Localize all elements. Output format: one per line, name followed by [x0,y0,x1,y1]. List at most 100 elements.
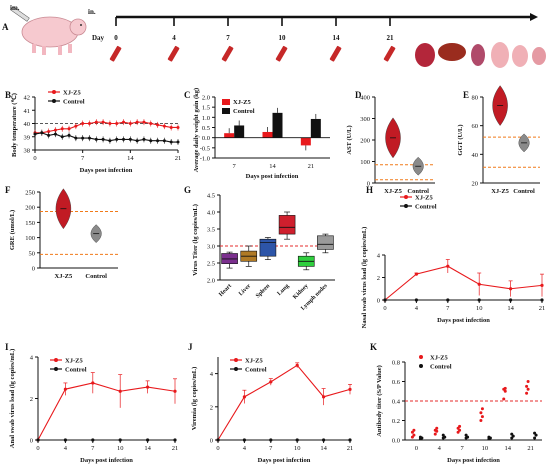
x-tick-label: Kidney [292,283,309,300]
liver-icon [438,43,466,61]
y-axis-title: GGT (U/L) [457,124,464,155]
bar-control [310,118,321,138]
panel-e-ggt: 20 40 60 80 XJ-Z5 Control GGT (U/L) [457,85,540,195]
box-lymph-nodes [317,235,334,250]
y-tick-label: -0.5 [200,145,210,152]
data-point [487,435,491,439]
x-tick-label: 14 [505,445,512,452]
data-point [169,125,173,129]
data-point [53,128,57,132]
x-tick-label: Lung [277,283,291,297]
box-lung [278,215,296,235]
data-point [40,131,44,135]
legend-marker [54,367,58,371]
data-point [216,438,220,442]
data-point [118,389,122,393]
data-point [33,132,37,136]
legend-marker [419,364,423,368]
data-point [146,385,150,389]
im-label: im. [10,4,20,12]
legend-label: XJ-Z5 [415,195,433,202]
data-point [269,438,273,442]
legend-label: Control [245,367,267,374]
pig-leg [32,44,36,53]
data-point [509,287,513,291]
data-point [176,140,180,144]
y-axis-title: GRE (umol/L) [9,210,16,250]
y-axis-title: Nasal swab virus load (lg copies/mL) [361,227,368,329]
x-axis-title: Days post infection [437,317,490,324]
panel-letter-B: B [5,90,11,100]
bar-control [272,112,283,138]
y-tick-label: 2.0 [202,95,210,102]
timeline-day-label: 21 [387,34,395,42]
data-point [414,272,418,276]
data-point [122,137,126,141]
x-tick-label: 4 [438,445,442,452]
data-point [101,120,105,124]
panel-d-ast: 0 100 200 300 400 XJ-Z5 Control AST (U/L) [346,95,435,195]
legend-marker [404,195,408,199]
data-point [295,438,299,442]
panel-b-body-temperature: 38 39 40 41 42 0 7 14 21 XJ-Z5 Control Body tempera… [10,90,181,175]
x-axis-title: Days post infection [80,167,133,174]
legend-label: XJ-Z5 [245,358,263,365]
y-tick-label: 38 [24,148,31,155]
y-tick-label: 40 [24,121,31,128]
legend-marker [419,355,423,359]
data-point [477,282,481,286]
data-point [540,298,544,302]
x-tick-label: 21 [172,445,179,452]
y-tick-label: 300 [360,116,370,123]
data-point [480,407,484,411]
y-tick-label: 0 [210,438,213,445]
y-tick-label: 0 [377,298,380,305]
x-tick-label: 14 [320,445,327,452]
x-tick-label: 0 [36,445,39,452]
data-point [156,123,160,127]
x-tick-label: Liver [238,283,252,297]
x-tick-label: 4 [415,305,419,312]
data-point [108,139,112,143]
panel-letter-C: C [184,90,191,100]
data-point [135,120,139,124]
panel-letter-E: E [463,90,469,100]
legend-label: Control [63,99,85,106]
data-point [295,363,299,367]
data-point [162,124,166,128]
data-point [60,135,64,139]
data-point [91,381,95,385]
x-tick-label: 21 [308,163,315,170]
y-tick-label: 0.0 [202,135,210,142]
y-tick-label: -1.0 [200,156,210,163]
y-axis-title: Anal swab virus load (lg copies/mL) [9,349,16,449]
pig-body [21,16,79,48]
data-point [128,122,132,125]
y-tick-label: 0.5 [202,125,210,132]
data-point [479,411,483,415]
y-tick-label: 2 [210,404,213,411]
y-tick-label: 0.0 [392,438,400,445]
blood-tube-icon [167,45,180,62]
legend-label: XJ-Z5 [430,355,448,362]
x-axis-title: Days post infection [447,457,500,464]
panel-letter-J: J [188,342,193,352]
bar-xjz5 [224,133,235,138]
x-tick-label: 10 [117,445,124,452]
data-point [533,431,537,435]
legend-label: XJ-Z5 [63,90,81,97]
data-point [115,137,119,141]
data-point [464,433,468,437]
y-tick-label: 100 [25,235,35,242]
y-axis-title: Body temperature (℃) [10,93,18,157]
y-tick-label: 0.4 [392,399,401,406]
data-point [142,120,146,124]
panel-letter-H: H [366,185,373,195]
y-tick-label: 50 [29,250,36,257]
x-tick-label: 7 [446,305,450,312]
y-axis-title: Average daily weight gain (kg) [193,88,200,172]
y-tick-label: 3.0 [207,244,215,251]
data-point [149,139,153,143]
